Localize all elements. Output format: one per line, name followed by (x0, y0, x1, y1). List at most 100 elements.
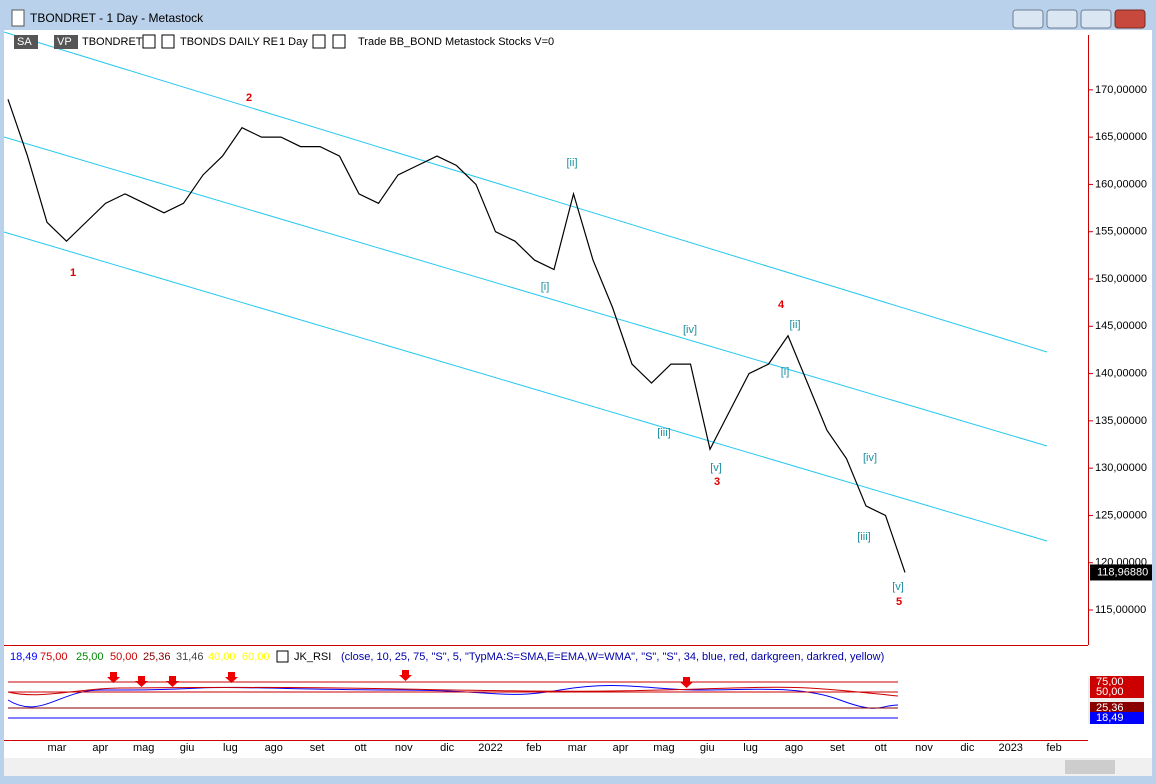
x-tick-label: dic (440, 742, 455, 754)
dropdown[interactable] (142, 34, 156, 49)
x-tick-label: lug (743, 742, 758, 754)
x-tick-label: mag (653, 742, 674, 754)
toolbar-item[interactable]: VP (57, 36, 72, 48)
wave-label: 4 (778, 299, 785, 311)
y-tick-label: 140,00000 (1095, 367, 1147, 379)
x-tick-label: set (310, 742, 325, 754)
rsi-axis-label: 25,36 (1096, 702, 1124, 714)
x-tick-label: set (830, 742, 845, 754)
x-tick-label: feb (526, 742, 541, 754)
y-tick-label: 150,00000 (1095, 273, 1147, 285)
x-tick-label: ago (265, 742, 283, 754)
x-tick-label: apr (92, 742, 108, 754)
x-tick-label: apr (613, 742, 629, 754)
channel-mid (3, 136, 1048, 447)
toolbar-item[interactable]: 1 Day (279, 36, 308, 48)
rsi-axis-label: 50,00 (1096, 686, 1124, 698)
toolbar-item[interactable]: TBONDS DAILY RE (180, 36, 278, 48)
indicator-close[interactable] (276, 650, 289, 663)
x-tick-label: mar (48, 742, 67, 754)
rsi-axis-label: 75,00 (1096, 676, 1124, 688)
x-tick-label: 2022 (478, 742, 502, 754)
close-button[interactable] (1114, 9, 1146, 29)
rsi-axis-box (1090, 702, 1144, 714)
scrollbar[interactable] (4, 758, 1152, 776)
scroll-thumb[interactable] (1065, 760, 1115, 774)
toolbar-item[interactable]: Trade BB_BOND Metastock Stocks V=0 (358, 36, 554, 48)
wave-label: [iii] (657, 427, 670, 439)
dropdown[interactable] (312, 34, 326, 49)
y-tick-label: 130,00000 (1095, 462, 1147, 474)
rsi-axis-label: 18,49 (1096, 712, 1124, 724)
restore-button[interactable] (1012, 9, 1044, 29)
x-tick-label: ago (785, 742, 803, 754)
last-price-box (1090, 564, 1152, 581)
dropdown[interactable] (161, 34, 175, 49)
wave-label: 1 (70, 267, 76, 279)
x-tick-label: mar (568, 742, 587, 754)
x-tick-label: ott (875, 742, 887, 754)
wave-label: [i] (541, 281, 550, 293)
wave-label: [iii] (857, 531, 870, 543)
panel-divider (4, 645, 1088, 646)
x-tick-label: nov (395, 742, 413, 754)
toolbar-item[interactable]: SA (17, 36, 32, 48)
x-tick-label: lug (223, 742, 238, 754)
y-tick-label: 170,00000 (1095, 84, 1147, 96)
app-icon (11, 9, 25, 27)
y-tick-label: 155,00000 (1095, 226, 1147, 238)
maximize-button[interactable] (1080, 9, 1112, 29)
wave-label: 5 (896, 596, 902, 608)
y-tick-label: 125,00000 (1095, 509, 1147, 521)
y-tick-label: 165,00000 (1095, 131, 1147, 143)
indicator-params: (close, 10, 25, 75, "S", 5, "TypMA:S=SMA… (341, 651, 884, 663)
x-tick-label: nov (915, 742, 933, 754)
indicator-value: 25,00 (76, 651, 104, 663)
toolbar-item[interactable]: TBONDRET (82, 36, 143, 48)
x-tick-label: ott (354, 742, 366, 754)
wave-label: [iv] (683, 324, 697, 336)
wave-label: [ii] (790, 319, 801, 331)
y-tick-label: 145,00000 (1095, 320, 1147, 332)
x-tick-label: 2023 (998, 742, 1022, 754)
wave-label: 2 (246, 92, 252, 104)
wave-label: 3 (714, 476, 720, 488)
rsi-axis-box (1090, 712, 1144, 724)
toolbar-button[interactable] (54, 35, 78, 49)
rsi-signal (7, 686, 899, 697)
indicator-value: 40,00 (208, 651, 236, 663)
dropdown[interactable] (332, 34, 346, 49)
indicator-value: 75,00 (40, 651, 68, 663)
x-tick-label: dic (960, 742, 975, 754)
axis-divider (1088, 35, 1089, 645)
indicator-value: 31,46 (176, 651, 204, 663)
wave-label: [i] (781, 366, 790, 378)
price-line (7, 99, 906, 573)
indicator-value: 25,36 (143, 651, 171, 663)
indicator-value: 60,00 (242, 651, 270, 663)
toolbar-button[interactable] (14, 35, 38, 49)
time-axis-line (4, 740, 1088, 741)
indicator-value: 18,49 (10, 651, 38, 663)
y-tick-label: 115,00000 (1095, 604, 1146, 616)
channel-bottom (3, 231, 1048, 542)
window-title: TBONDRET - 1 Day - Metastock (30, 11, 204, 25)
channel-top (3, 31, 1048, 353)
minimize-button[interactable] (1046, 9, 1078, 29)
x-tick-label: giu (700, 742, 715, 754)
chart-area (4, 30, 1152, 758)
indicator-value: 50,00 (110, 651, 138, 663)
x-tick-label: mag (133, 742, 154, 754)
rsi-axis-box (1090, 686, 1144, 698)
indicator-name: JK_RSI (294, 651, 331, 663)
wave-label: [iv] (863, 452, 877, 464)
last-price-label: 118,96880 (1097, 566, 1148, 578)
wave-label: [v] (892, 581, 904, 593)
channel-lines (3, 31, 1048, 542)
wave-label: [v] (710, 462, 722, 474)
wave-label: [ii] (567, 157, 578, 169)
rsi-axis-box (1090, 676, 1144, 688)
y-tick-label: 160,00000 (1095, 178, 1147, 190)
x-tick-label: feb (1046, 742, 1061, 754)
